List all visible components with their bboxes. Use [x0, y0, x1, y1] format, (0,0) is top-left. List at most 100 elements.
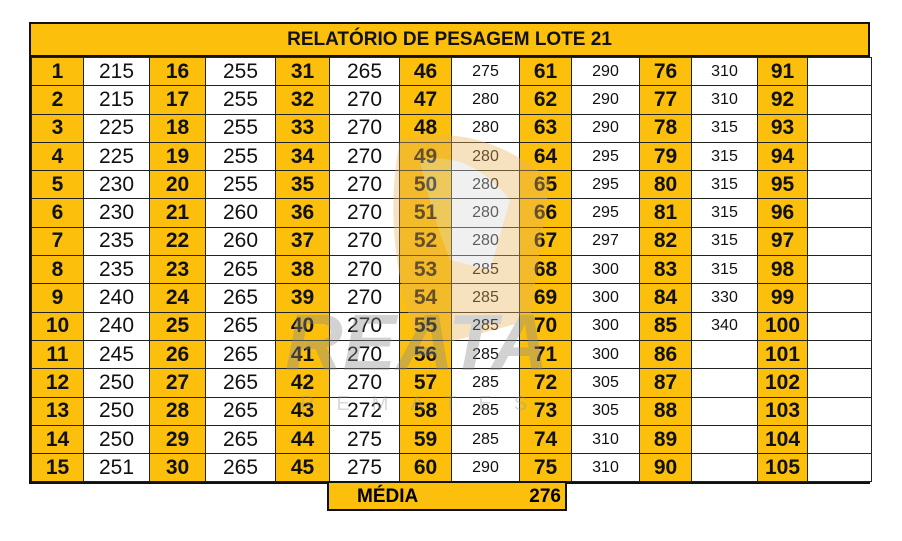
animal-number: 57	[399, 368, 452, 398]
average-box: MÉDIA 276	[327, 481, 567, 511]
weight-value: 250	[83, 396, 150, 426]
weight-value: 315	[691, 198, 758, 228]
weight-value: 265	[205, 339, 276, 370]
animal-number: 100	[757, 311, 808, 341]
animal-number: 20	[149, 170, 206, 200]
weight-value: 265	[205, 283, 276, 313]
animal-number: 54	[399, 283, 452, 313]
weight-value: 255	[205, 56, 276, 87]
animal-number: 56	[399, 339, 452, 370]
weight-value: 280	[451, 85, 520, 115]
table-row: 6 230 21 260 36 270 51 280 66 295 81 315 96	[31, 198, 872, 228]
animal-number: 44	[275, 424, 330, 455]
weight-value: 270	[329, 85, 400, 115]
table-row: 12 250 27 265 42 270 57 285 72 305 87 102	[31, 368, 872, 398]
weight-value: 270	[329, 255, 400, 285]
animal-number: 91	[757, 56, 808, 87]
animal-number: 73	[519, 396, 572, 426]
weight-value	[807, 56, 872, 87]
weight-value: 280	[451, 170, 520, 200]
weight-value: 315	[691, 141, 758, 172]
weight-value: 260	[205, 198, 276, 228]
animal-number: 93	[757, 113, 808, 143]
animal-number: 82	[639, 226, 692, 257]
weight-value: 250	[83, 424, 150, 455]
animal-number: 29	[149, 424, 206, 455]
table-row: 3 225 18 255 33 270 48 280 63 290 78 315 93	[31, 113, 872, 143]
weight-value: 265	[205, 255, 276, 285]
animal-number: 79	[639, 141, 692, 172]
animal-number: 89	[639, 424, 692, 455]
weight-value: 285	[451, 368, 520, 398]
weight-value	[807, 113, 872, 143]
animal-number: 16	[149, 56, 206, 87]
animal-number: 15	[31, 453, 84, 483]
animal-number: 30	[149, 453, 206, 483]
animal-number: 78	[639, 113, 692, 143]
animal-number: 41	[275, 339, 330, 370]
animal-number: 25	[149, 311, 206, 341]
table-row: 14 250 29 265 44 275 59 285 74 310 89 104	[31, 424, 872, 455]
animal-number: 38	[275, 255, 330, 285]
animal-number: 13	[31, 396, 84, 426]
weight-value: 235	[83, 255, 150, 285]
weight-value: 270	[329, 170, 400, 200]
animal-number: 96	[757, 198, 808, 228]
weight-value: 315	[691, 170, 758, 200]
weight-value: 300	[571, 255, 640, 285]
animal-number: 37	[275, 226, 330, 257]
weight-value: 240	[83, 283, 150, 313]
animal-number: 27	[149, 368, 206, 398]
weight-value: 270	[329, 339, 400, 370]
weight-value: 300	[571, 283, 640, 313]
weight-value: 270	[329, 226, 400, 257]
weight-value	[691, 453, 758, 483]
animal-number: 87	[639, 368, 692, 398]
weight-value: 265	[205, 396, 276, 426]
weight-value: 255	[205, 141, 276, 172]
weight-value	[807, 368, 872, 398]
weight-value	[807, 424, 872, 455]
animal-number: 34	[275, 141, 330, 172]
weight-value: 310	[571, 424, 640, 455]
animal-number: 58	[399, 396, 452, 426]
animal-number: 88	[639, 396, 692, 426]
animal-number: 81	[639, 198, 692, 228]
animal-number: 39	[275, 283, 330, 313]
animal-number: 19	[149, 141, 206, 172]
table-row: 13 250 28 265 43 272 58 285 73 305 88 103	[31, 396, 872, 426]
animal-number: 47	[399, 85, 452, 115]
weight-value: 280	[451, 198, 520, 228]
animal-number: 63	[519, 113, 572, 143]
weight-value: 260	[205, 226, 276, 257]
animal-number: 102	[757, 368, 808, 398]
weight-value: 265	[205, 453, 276, 483]
table-row: 11 245 26 265 41 270 56 285 71 300 86 101	[31, 339, 872, 370]
weight-value: 265	[205, 311, 276, 341]
animal-number: 2	[31, 85, 84, 115]
weight-value: 280	[451, 226, 520, 257]
weight-value	[691, 368, 758, 398]
weight-value	[807, 283, 872, 313]
animal-number: 99	[757, 283, 808, 313]
animal-number: 64	[519, 141, 572, 172]
weight-value: 251	[83, 453, 150, 483]
weight-value: 290	[571, 85, 640, 115]
weight-value	[807, 396, 872, 426]
weight-value: 305	[571, 368, 640, 398]
weight-value: 250	[83, 368, 150, 398]
animal-number: 83	[639, 255, 692, 285]
animal-number: 80	[639, 170, 692, 200]
animal-number: 66	[519, 198, 572, 228]
animal-number: 65	[519, 170, 572, 200]
animal-number: 14	[31, 424, 84, 455]
animal-number: 9	[31, 283, 84, 313]
weight-value: 255	[205, 113, 276, 143]
weight-value: 285	[451, 283, 520, 313]
table-row: 7 235 22 260 37 270 52 280 67 297 82 315 97	[31, 226, 872, 257]
weight-value: 270	[329, 283, 400, 313]
animal-number: 8	[31, 255, 84, 285]
weight-value: 300	[571, 339, 640, 370]
animal-number: 1	[31, 56, 84, 87]
animal-number: 97	[757, 226, 808, 257]
